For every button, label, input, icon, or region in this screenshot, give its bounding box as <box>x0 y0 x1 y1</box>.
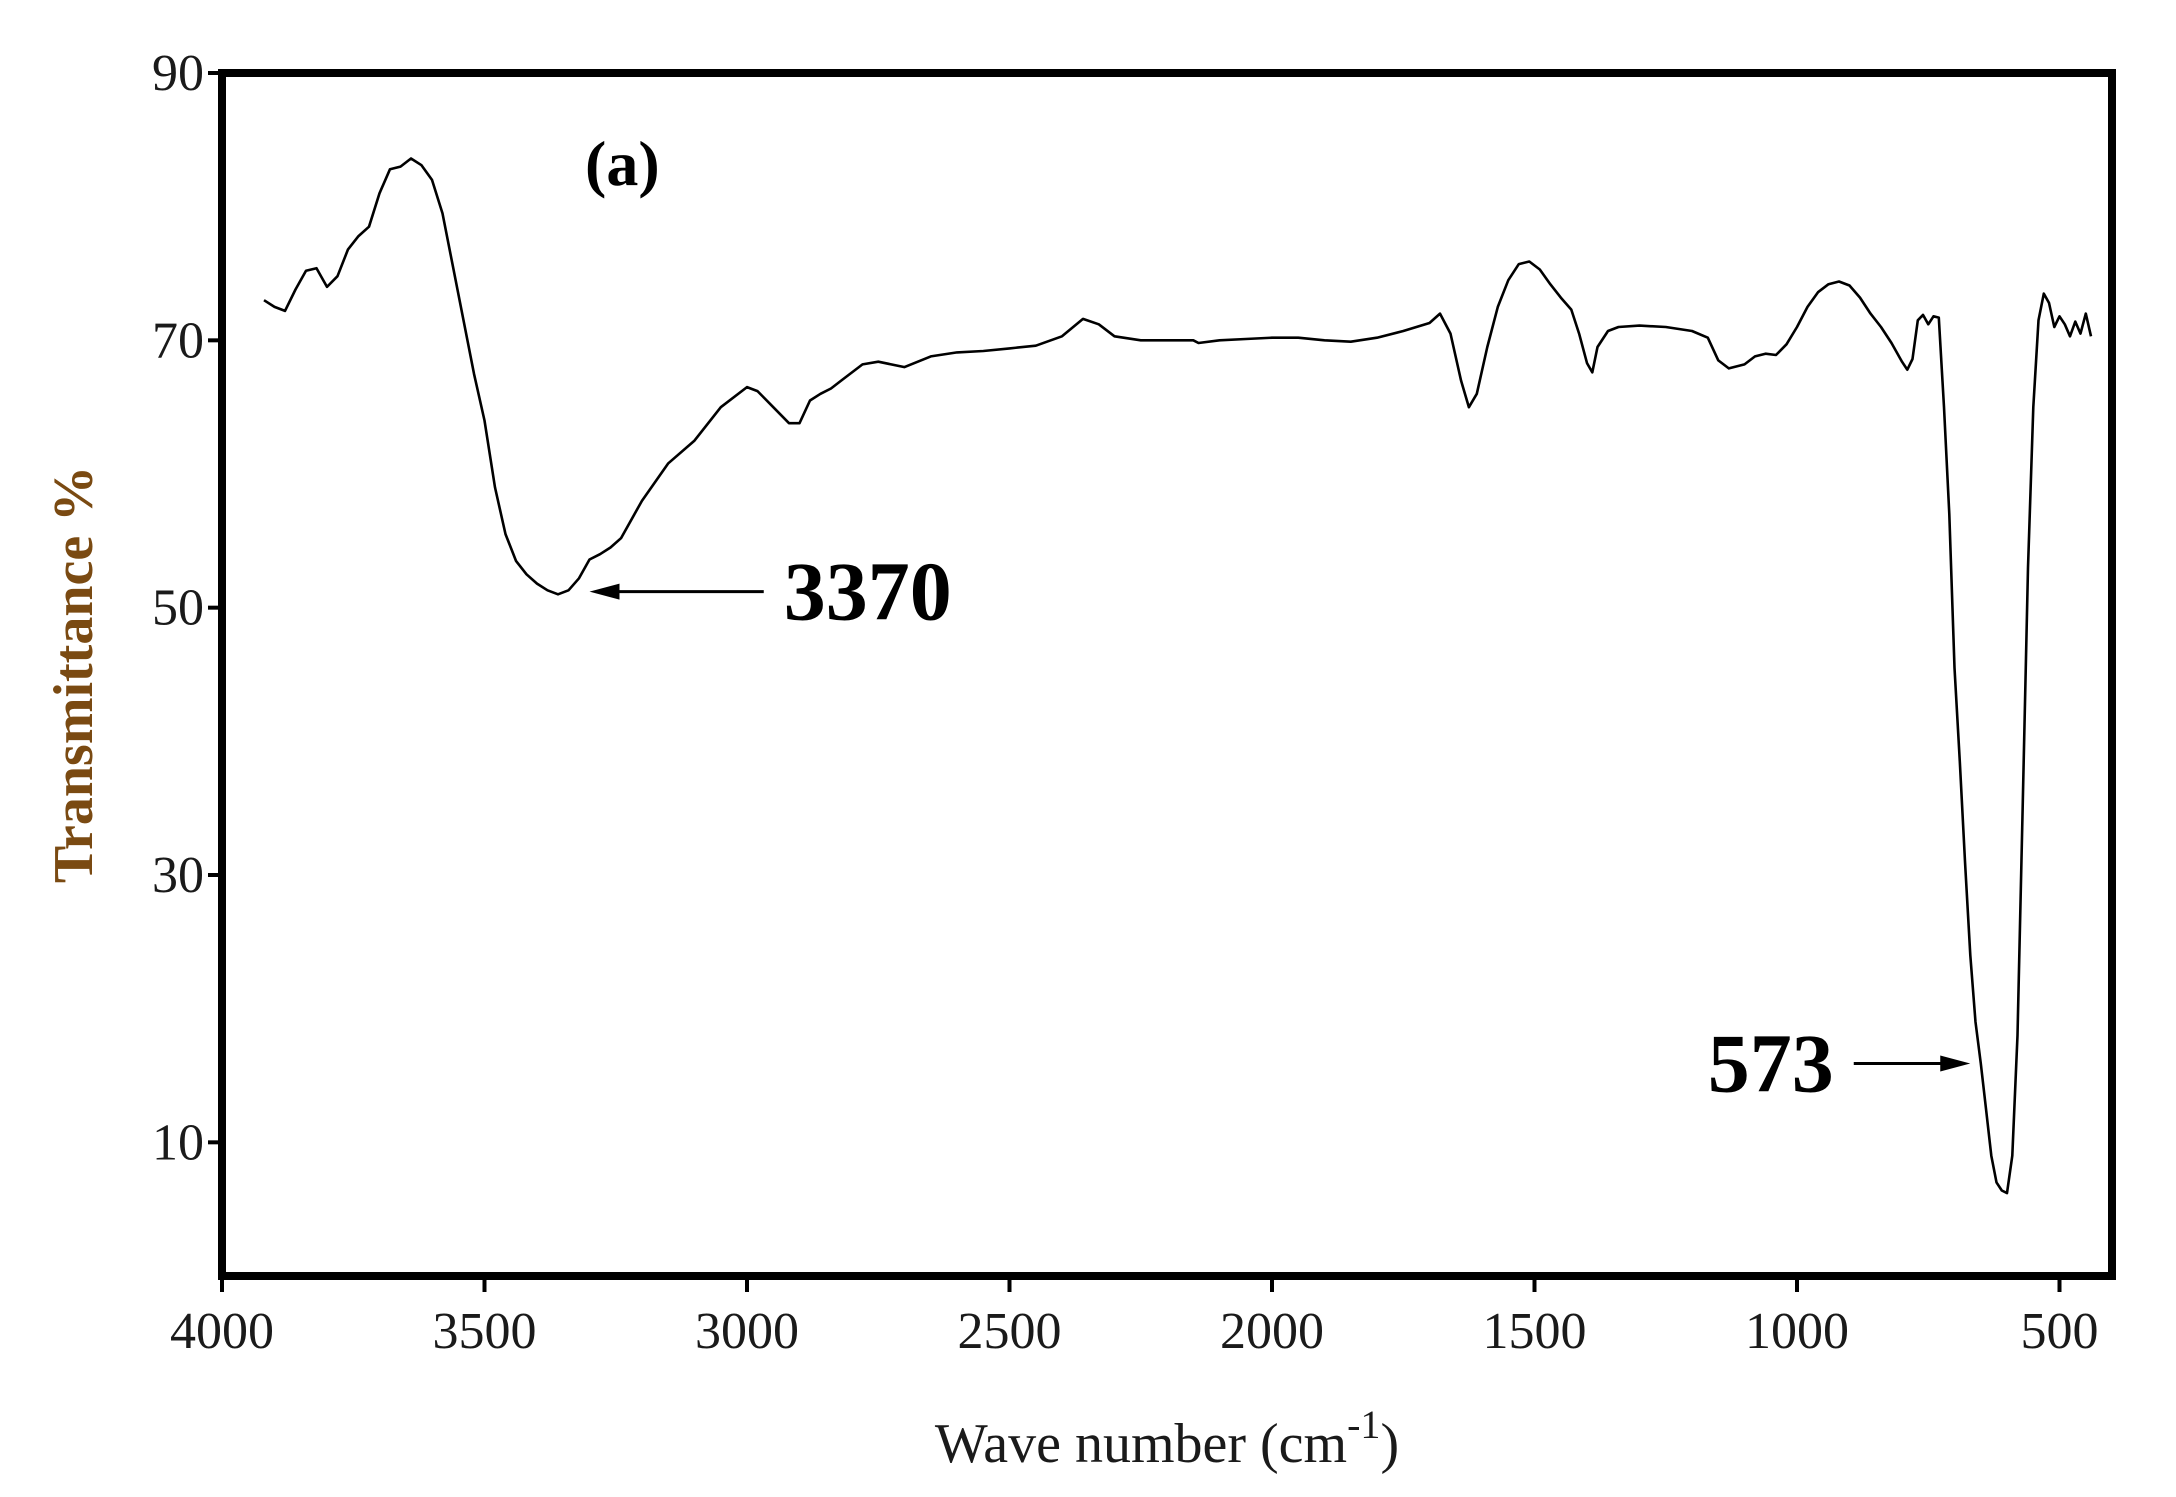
peak-annotation-label: 3370 <box>784 546 952 639</box>
x-tick-label: 2500 <box>958 1303 1062 1360</box>
x-tick-label: 3500 <box>433 1303 537 1360</box>
y-tick-label: 50 <box>152 580 204 637</box>
x-axis-title-main: Wave number (cm <box>935 1413 1347 1475</box>
y-tick-label: 10 <box>152 1114 204 1171</box>
x-tick-label: 1500 <box>1483 1303 1587 1360</box>
x-axis-title-superscript: -1 <box>1347 1402 1380 1447</box>
annotation-arrow-head <box>589 583 620 600</box>
y-tick-label: 30 <box>152 847 204 904</box>
y-tick-label: 70 <box>152 312 204 369</box>
y-tick-label: 90 <box>152 45 204 102</box>
y-axis-title: Transmittance % <box>43 466 105 883</box>
x-tick-label: 2000 <box>1220 1303 1324 1360</box>
series-layer <box>263 157 2093 1195</box>
plot-frame <box>218 69 2116 1280</box>
annotation-arrow-head <box>1940 1055 1971 1072</box>
y-axis-ticks: 10 30 50 70 90 <box>152 45 222 1171</box>
annotation-layer: 3370 573 <box>589 546 1971 1110</box>
x-tick-label: 3000 <box>695 1303 799 1360</box>
x-tick-label: 500 <box>2021 1303 2099 1360</box>
x-axis-title: Wave number (cm-1) <box>935 1402 1399 1475</box>
peak-annotation-label: 573 <box>1708 1017 1834 1110</box>
x-tick-label: 4000 <box>170 1303 274 1360</box>
x-axis-title-suffix: ) <box>1380 1413 1399 1475</box>
panel-label: (a) <box>585 128 660 199</box>
x-tick-label: 1000 <box>1745 1303 1849 1360</box>
x-axis-ticks: 4000 3500 3000 2500 2000 1500 1000 500 <box>170 1276 2099 1360</box>
spectrum-line <box>263 157 2093 1195</box>
